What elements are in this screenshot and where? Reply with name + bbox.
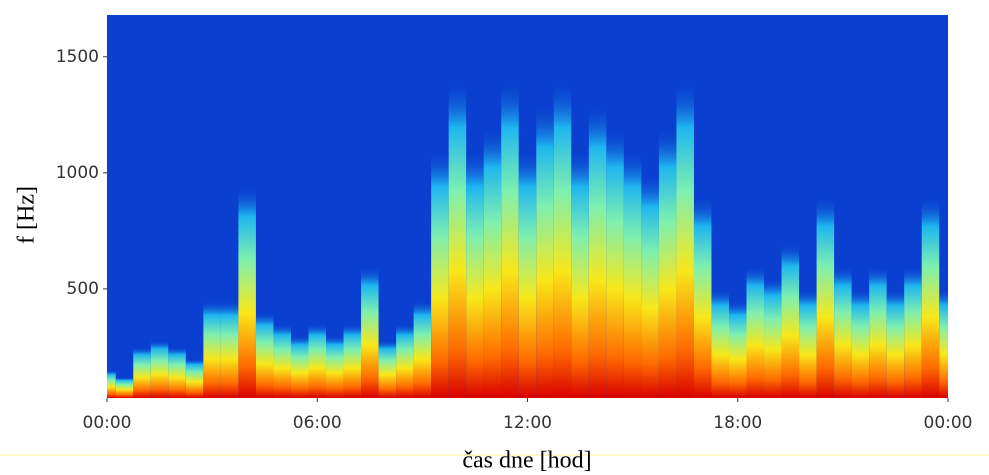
spectrum-column xyxy=(343,323,362,398)
spectrum-column xyxy=(255,312,274,398)
spectrum-column xyxy=(711,288,729,398)
y-tick-label: 500 xyxy=(67,279,99,299)
spectrum-column xyxy=(886,288,905,398)
spectrum-column xyxy=(746,265,765,398)
spectrum-column xyxy=(799,288,817,398)
spectrum-column xyxy=(728,300,747,398)
spectrum-column xyxy=(273,323,291,398)
y-axis-label: f [Hz] xyxy=(14,186,40,244)
spectrum-column xyxy=(185,358,204,398)
spectrum-column xyxy=(290,335,309,398)
spectrum-column xyxy=(676,79,694,398)
spectrum-column xyxy=(904,265,922,398)
spectrum-column xyxy=(921,196,940,398)
spectrum-column xyxy=(115,377,134,398)
spectrum-column xyxy=(150,339,169,398)
spectrum-column xyxy=(413,300,432,398)
spectrum-column xyxy=(326,335,344,398)
spectrum-column xyxy=(869,265,887,398)
spectrum-column xyxy=(764,277,782,398)
spectrum-column xyxy=(133,346,151,398)
spectrum-column xyxy=(431,149,449,398)
spectrum-column xyxy=(939,288,948,398)
spectrum-column xyxy=(308,323,327,398)
y-tick-label: 1500 xyxy=(56,47,99,67)
spectrum-column xyxy=(851,288,870,398)
spectrum-column xyxy=(501,79,519,398)
spectrum-column xyxy=(361,265,379,398)
spectrum-column xyxy=(641,172,659,398)
x-axis-label: čas dne [hod] xyxy=(462,448,591,474)
spectrum-column xyxy=(571,149,589,398)
spectrum-column xyxy=(238,184,256,398)
x-tick-label: 06:00 xyxy=(293,413,342,433)
spectrum-column xyxy=(834,265,852,398)
spectrum-column xyxy=(553,79,572,398)
spectrum-column xyxy=(518,149,537,398)
spectrum-column xyxy=(816,196,835,398)
y-tick-label: 1000 xyxy=(56,163,99,183)
spectrum-column xyxy=(781,242,800,398)
x-tick-label: 00:00 xyxy=(924,413,973,433)
spectrum-column xyxy=(483,126,502,398)
spectrum-column xyxy=(448,79,467,398)
spectrum-column xyxy=(107,370,116,398)
spectrum-column xyxy=(693,196,712,398)
x-tick-label: 12:00 xyxy=(503,413,552,433)
spectrum-column xyxy=(203,300,221,398)
spectrum-column xyxy=(396,323,414,398)
spectrum-column xyxy=(378,339,397,398)
spectrum-column xyxy=(606,126,624,398)
x-tick-label: 18:00 xyxy=(713,413,762,433)
spectrum-column xyxy=(168,346,186,398)
spectrum-column xyxy=(658,126,677,398)
spectrum-column xyxy=(220,300,239,398)
spectrum-column xyxy=(588,103,607,399)
spectrum-column xyxy=(536,103,554,399)
spectrum-column xyxy=(466,149,484,398)
x-tick-label: 00:00 xyxy=(83,413,132,433)
spectrum-column xyxy=(623,149,642,398)
